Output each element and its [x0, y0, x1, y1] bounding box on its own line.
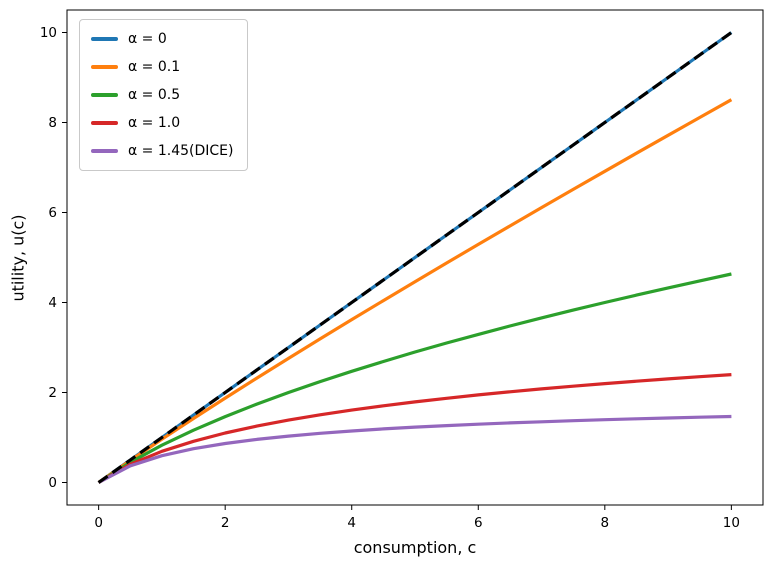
legend-swatch-alpha-0-1: [91, 65, 118, 69]
legend-label-alpha-0-1: α = 0.1: [128, 59, 181, 75]
x-tick-label: 2: [221, 515, 230, 531]
legend-item-alpha-1-0: α = 1.0: [91, 114, 234, 132]
curve-alpha-0-1: [97, 98, 733, 484]
x-tick-label: 8: [601, 515, 610, 531]
axes-frame: [66, 9, 764, 506]
x-tick-label: 6: [474, 515, 483, 531]
legend-label-alpha-0-5: α = 0.5: [128, 87, 181, 103]
legend-swatch-alpha-0: [91, 37, 118, 41]
curve-alpha-1-45-dice: [97, 414, 732, 484]
legend-item-alpha-0-5: α = 0.5: [91, 86, 234, 104]
y-axis-label: utility, u(c): [8, 214, 28, 302]
curve-alpha-1-0: [97, 373, 732, 484]
legend-item-alpha-1-45-dice: α = 1.45(DICE): [91, 142, 234, 160]
y-tick-label: 2: [48, 385, 57, 401]
y-tick-label: 4: [48, 295, 57, 311]
y-tick-label: 0: [48, 475, 57, 491]
legend-item-alpha-0: α = 0: [91, 30, 234, 48]
legend: α = 0 α = 0.1 α = 0.5 α = 1.0 α = 1.45(DICE): [79, 19, 248, 171]
x-tick-label: 0: [94, 515, 103, 531]
legend-swatch-alpha-0-5: [91, 93, 118, 97]
y-tick-label: 10: [40, 25, 57, 41]
x-tick-label: 4: [347, 515, 356, 531]
y-tick-label: 8: [48, 115, 57, 131]
legend-label-alpha-1-0: α = 1.0: [128, 115, 181, 131]
legend-swatch-alpha-1-45-dice: [91, 149, 118, 153]
legend-item-alpha-0-1: α = 0.1: [91, 58, 234, 76]
legend-swatch-alpha-1-0: [91, 121, 118, 125]
x-axis-label: consumption, c: [353, 538, 477, 557]
legend-label-alpha-1-45-dice: α = 1.45(DICE): [128, 143, 234, 159]
legend-label-alpha-0: α = 0: [128, 31, 167, 47]
x-tick-label: 10: [723, 515, 740, 531]
curve-alpha-0-5: [97, 272, 732, 484]
curve-reference-dashed: [97, 31, 733, 484]
y-tick-label: 6: [48, 205, 57, 221]
